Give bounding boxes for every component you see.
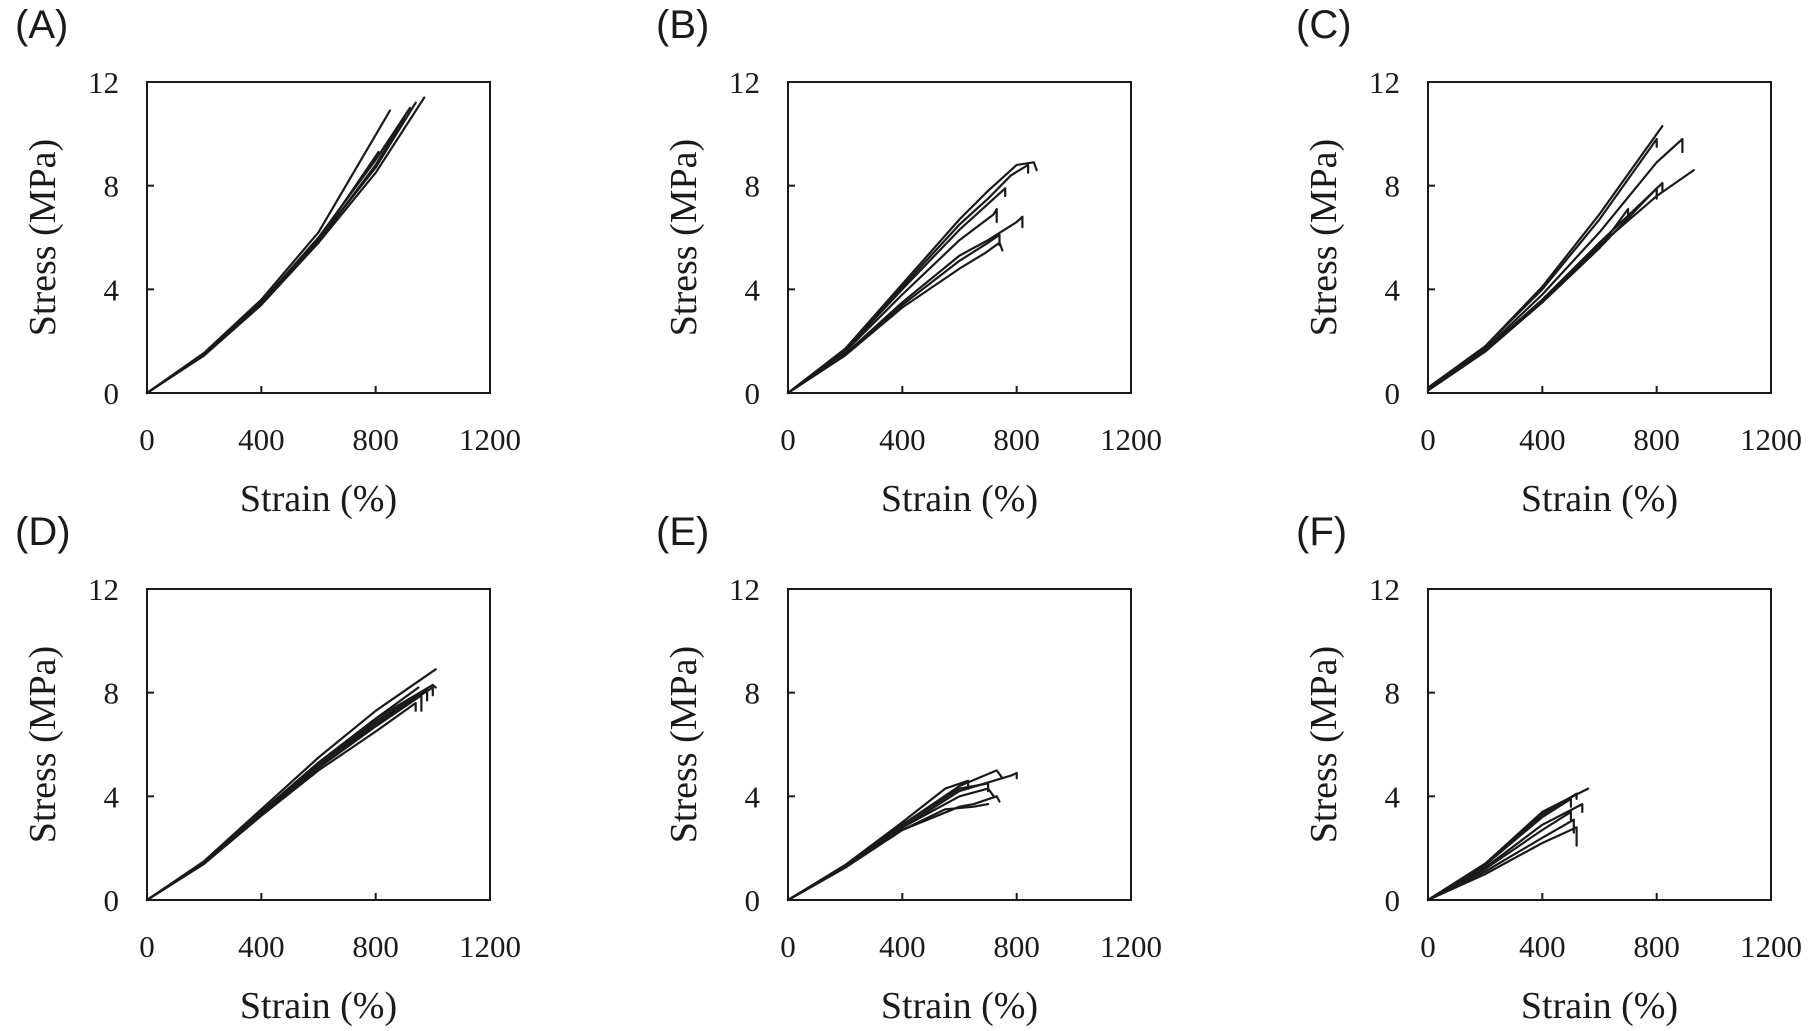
chart-panel: (F) 0 4 8 12 0 400 800 1200 Strain (%) Stress (MPa…	[1296, 510, 1802, 1027]
panel-label: (D)	[15, 510, 71, 554]
y-tick-label: 4	[104, 272, 120, 307]
y-tick-label: 8	[1385, 169, 1401, 204]
x-tick-label: 800	[993, 422, 1040, 457]
x-axis-title: Strain (%)	[1521, 985, 1678, 1027]
x-tick-label: 0	[780, 929, 796, 964]
stress-strain-curve	[145, 101, 417, 395]
panel-label: (E)	[656, 510, 709, 554]
x-tick-label: 400	[879, 929, 926, 964]
stress-strain-curve	[145, 117, 406, 395]
plot-area-frame	[1427, 588, 1772, 901]
chart-panel: (B) 0 4 8 12 0 400 800 1200 Strain (%) Stress (MPa…	[656, 3, 1162, 520]
panel-label: (F)	[1296, 510, 1347, 554]
panel-label: (C)	[1296, 3, 1352, 47]
x-tick-label: 800	[1633, 929, 1680, 964]
x-tick-label: 1200	[1740, 929, 1802, 964]
y-tick-label: 4	[745, 272, 761, 307]
y-tick-label: 12	[729, 572, 760, 607]
chart-panel: (E) 0 4 8 12 0 400 800 1200 Strain (%) Stress (MPa…	[656, 510, 1162, 1027]
x-tick-label: 400	[238, 422, 285, 457]
x-tick-label: 400	[1519, 422, 1566, 457]
stress-strain-curve	[145, 109, 392, 395]
stress-strain-curve	[1426, 137, 1684, 392]
y-tick-label: 8	[745, 676, 761, 711]
x-tick-label: 800	[352, 929, 399, 964]
plot-area-frame	[787, 588, 1132, 901]
stress-strain-curve	[786, 241, 1004, 395]
x-tick-label: 400	[879, 422, 926, 457]
y-tick-label: 4	[1385, 272, 1401, 307]
y-tick-label: 8	[1385, 676, 1401, 711]
y-tick-label: 0	[1385, 883, 1401, 918]
x-axis-title: Strain (%)	[881, 985, 1038, 1027]
y-axis-title: Stress (MPa)	[1303, 646, 1345, 843]
x-tick-label: 1200	[1100, 422, 1162, 457]
plot-area-frame	[146, 588, 491, 901]
stress-strain-curve	[1426, 810, 1573, 902]
chart-panel: (D) 0 4 8 12 0 400 800 1200 Strain (%) Stress (MPa…	[15, 510, 521, 1027]
chart-panel: (A) 0 4 8 12 0 400 800 1200 Strain (%) Stress (MPa…	[15, 3, 521, 520]
stress-strain-curve	[145, 106, 412, 395]
stress-strain-curve	[1426, 797, 1573, 902]
stress-strain-curve	[145, 701, 417, 902]
y-tick-label: 12	[1369, 65, 1400, 100]
x-tick-label: 0	[139, 422, 155, 457]
x-tick-label: 1200	[459, 422, 521, 457]
stress-strain-curve	[1426, 826, 1578, 902]
x-axis-title: Strain (%)	[240, 985, 397, 1027]
x-axis-title: Strain (%)	[881, 478, 1038, 520]
plot-area-frame	[1427, 81, 1772, 394]
y-tick-label: 8	[104, 676, 120, 711]
x-tick-label: 800	[352, 422, 399, 457]
stress-strain-curve	[145, 96, 426, 395]
y-tick-label: 8	[104, 169, 120, 204]
x-tick-label: 1200	[1100, 929, 1162, 964]
stress-strain-curve	[1426, 124, 1664, 389]
y-tick-label: 12	[729, 65, 760, 100]
y-tick-label: 0	[745, 376, 761, 411]
y-tick-label: 12	[88, 65, 119, 100]
x-tick-label: 0	[780, 422, 796, 457]
y-tick-label: 0	[1385, 376, 1401, 411]
x-tick-label: 1200	[459, 929, 521, 964]
panel-label: (B)	[656, 3, 709, 47]
stress-strain-curve	[1426, 818, 1575, 902]
x-tick-label: 400	[1519, 929, 1566, 964]
y-tick-label: 0	[104, 376, 120, 411]
plot-area-frame	[146, 81, 491, 394]
y-axis-title: Stress (MPa)	[663, 139, 705, 336]
stress-strain-curve	[145, 686, 420, 902]
x-axis-title: Strain (%)	[1521, 478, 1678, 520]
panel-label: (A)	[15, 3, 68, 47]
y-tick-label: 4	[745, 779, 761, 814]
stress-strain-curve	[1426, 207, 1630, 392]
x-tick-label: 1200	[1740, 422, 1802, 457]
stress-strain-curve	[786, 802, 990, 902]
x-tick-label: 0	[1420, 929, 1436, 964]
x-tick-label: 400	[238, 929, 285, 964]
y-tick-label: 0	[104, 883, 120, 918]
x-tick-label: 800	[993, 929, 1040, 964]
stress-strain-curve	[1426, 137, 1658, 389]
y-tick-label: 12	[1369, 572, 1400, 607]
stress-strain-curve	[786, 795, 1001, 902]
y-tick-label: 4	[1385, 779, 1401, 814]
plot-area-frame	[787, 81, 1132, 394]
y-axis-title: Stress (MPa)	[663, 646, 705, 843]
y-tick-label: 0	[745, 883, 761, 918]
x-tick-label: 0	[1420, 422, 1436, 457]
stress-strain-curve	[786, 207, 998, 395]
x-tick-label: 0	[139, 929, 155, 964]
chart-panel: (C) 0 4 8 12 0 400 800 1200 Strain (%) Stress (MPa…	[1296, 3, 1802, 520]
x-axis-title: Strain (%)	[240, 478, 397, 520]
y-tick-label: 12	[88, 572, 119, 607]
y-tick-label: 4	[104, 779, 120, 814]
y-axis-title: Stress (MPa)	[22, 139, 64, 336]
y-tick-label: 8	[745, 169, 761, 204]
y-axis-title: Stress (MPa)	[1303, 139, 1345, 336]
x-tick-label: 800	[1633, 422, 1680, 457]
y-axis-title: Stress (MPa)	[22, 646, 64, 843]
